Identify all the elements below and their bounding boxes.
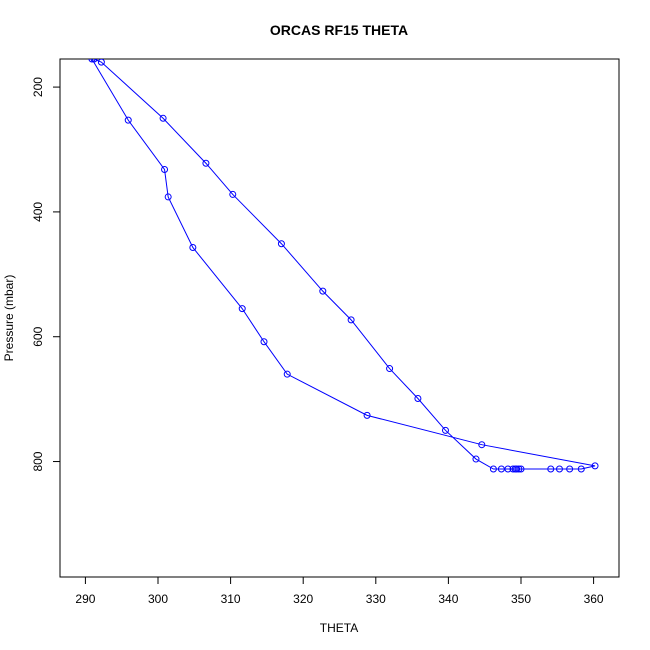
- data-point: [472, 455, 480, 463]
- data-point: [161, 165, 169, 173]
- data-point: [497, 465, 505, 473]
- series-line: [91, 59, 596, 470]
- x-tick-label: 360: [584, 592, 604, 606]
- data-point: [517, 465, 525, 473]
- data-point: [566, 465, 574, 473]
- y-axis-label: Pressure (mbar): [2, 275, 16, 362]
- data-point: [283, 370, 291, 378]
- data-point: [202, 159, 210, 167]
- series-layer: [88, 59, 599, 473]
- data-point: [124, 116, 132, 124]
- data-point: [386, 365, 394, 373]
- data-point: [577, 465, 585, 473]
- y-axis: 200 400 600 800: [31, 77, 61, 472]
- x-axis-label: THETA: [320, 621, 358, 635]
- y-tick-label: 200: [31, 77, 45, 97]
- chart-title: ORCAS RF15 THETA: [270, 22, 408, 38]
- data-point: [90, 59, 98, 63]
- y-tick-label: 400: [31, 202, 45, 222]
- x-axis: 290 300 310 320 330 340 350 360: [75, 576, 604, 606]
- data-point: [515, 465, 523, 473]
- y-tick-label: 600: [31, 326, 45, 346]
- data-point: [347, 316, 355, 324]
- data-point: [97, 59, 105, 66]
- x-tick-label: 340: [438, 592, 458, 606]
- data-point: [478, 441, 486, 449]
- x-tick-label: 310: [221, 592, 241, 606]
- data-point: [414, 395, 422, 403]
- data-point: [555, 465, 563, 473]
- data-point: [591, 462, 599, 470]
- data-point: [229, 190, 237, 198]
- x-tick-label: 290: [75, 592, 95, 606]
- x-tick-label: 320: [293, 592, 313, 606]
- data-point: [513, 465, 521, 473]
- data-point: [159, 114, 167, 122]
- data-point: [489, 465, 497, 473]
- data-point: [441, 426, 449, 434]
- x-tick-label: 330: [366, 592, 386, 606]
- x-tick-label: 300: [148, 592, 168, 606]
- data-point: [504, 465, 512, 473]
- data-point: [189, 243, 197, 251]
- data-point: [260, 338, 268, 346]
- data-point: [88, 59, 96, 63]
- x-tick-label: 350: [511, 592, 531, 606]
- data-point: [363, 411, 371, 419]
- data-point: [164, 193, 172, 201]
- y-tick-label: 800: [31, 451, 45, 471]
- data-point: [319, 287, 327, 295]
- data-point: [547, 465, 555, 473]
- data-point: [238, 305, 246, 313]
- data-point: [277, 240, 285, 248]
